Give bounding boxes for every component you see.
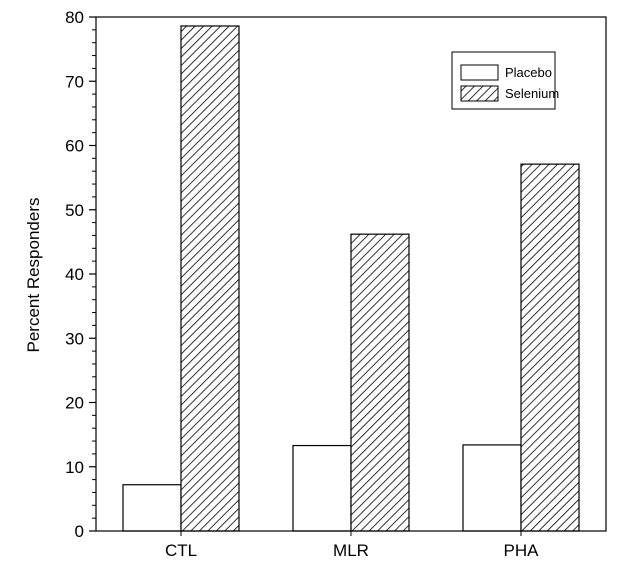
y-tick-label: 30 — [65, 329, 84, 348]
y-tick-label: 20 — [65, 394, 84, 413]
bar-placebo-mlr — [292, 444, 352, 532]
x-tick-label: PHA — [504, 541, 540, 560]
bars-layer — [122, 25, 580, 532]
legend-label-selenium: Selenium — [505, 86, 559, 101]
x-tick-label: MLR — [333, 541, 369, 560]
x-tick-label: CTL — [165, 541, 197, 560]
y-tick-label: 50 — [65, 201, 84, 220]
bar-selenium-ctl — [180, 25, 240, 532]
y-tick-label: 0 — [75, 522, 84, 541]
bar-selenium-mlr — [350, 233, 410, 532]
y-axis: 0 10 20 30 40 50 60 70 80 — [65, 8, 96, 541]
bar-placebo-ctl — [122, 484, 182, 532]
y-axis-title: Percent Responders — [24, 198, 43, 353]
legend: Placebo Selenium — [451, 51, 559, 110]
legend-label-placebo: Placebo — [505, 65, 552, 80]
legend-swatch-selenium — [460, 85, 499, 102]
y-tick-label: 10 — [65, 458, 84, 477]
y-tick-label: 80 — [65, 8, 84, 27]
x-axis: CTL MLR PHA — [165, 531, 539, 560]
bar-selenium-pha — [520, 163, 580, 532]
y-tick-label: 40 — [65, 265, 84, 284]
legend-swatch-placebo — [460, 64, 499, 81]
bar-placebo-pha — [462, 444, 522, 532]
y-tick-label: 70 — [65, 72, 84, 91]
y-tick-label: 60 — [65, 137, 84, 156]
